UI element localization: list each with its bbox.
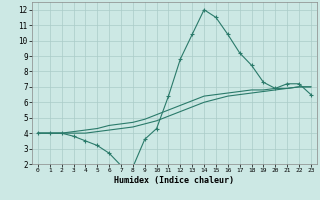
X-axis label: Humidex (Indice chaleur): Humidex (Indice chaleur) (115, 176, 234, 185)
